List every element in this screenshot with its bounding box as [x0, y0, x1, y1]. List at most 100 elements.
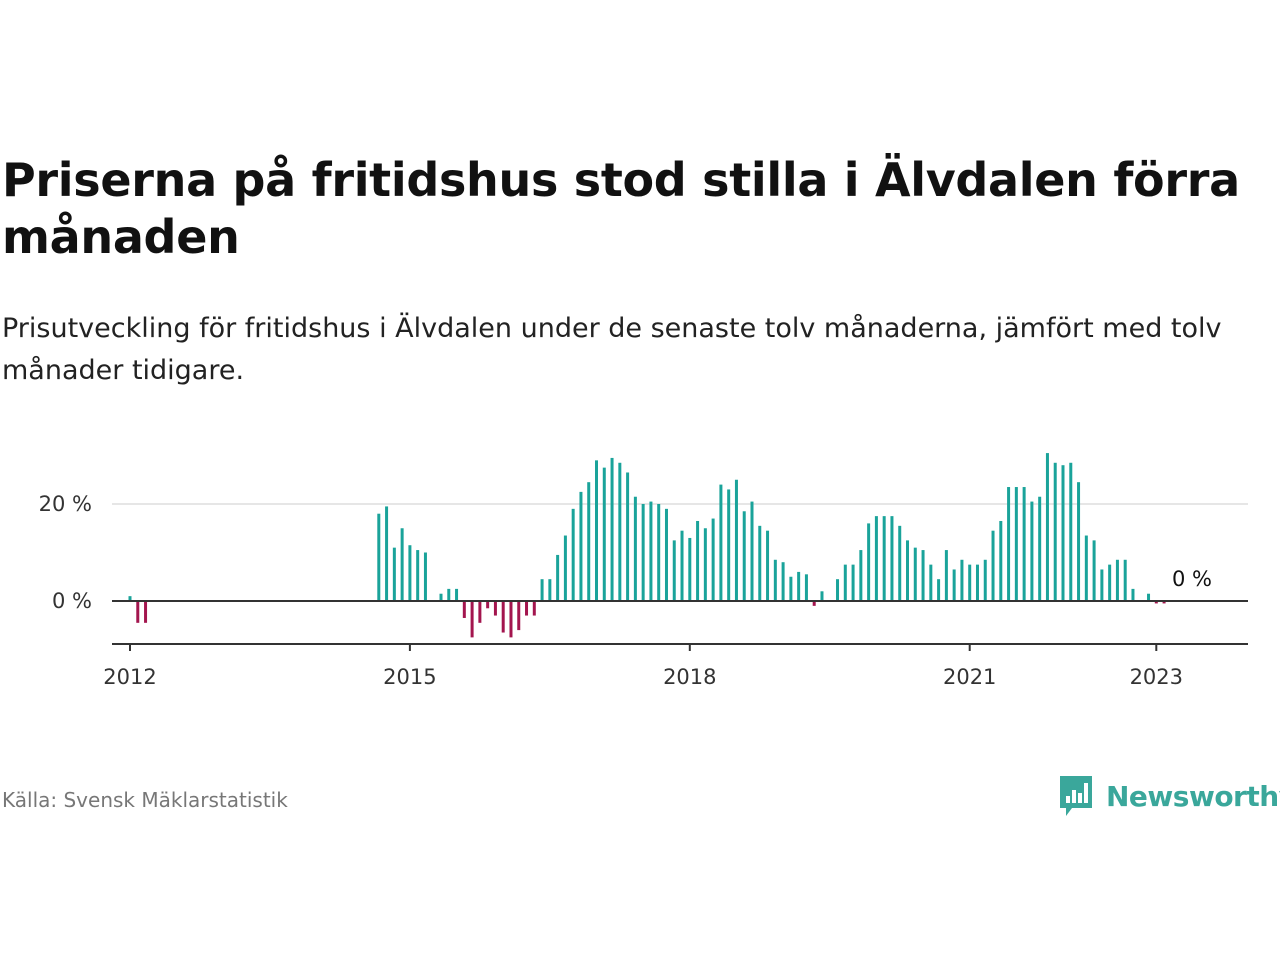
bar-2016-11: [579, 491, 583, 601]
annotations: 0 %: [1172, 567, 1212, 591]
bar-2016-02: [509, 601, 513, 638]
bar-2021-11: [1045, 453, 1049, 601]
bars: [128, 453, 1166, 638]
bar-2015-07: [455, 588, 459, 602]
source-note: Källa: Svensk Mäklarstatistik: [2, 788, 288, 812]
bar-2020-11: [952, 569, 956, 601]
bar-2017-02: [602, 467, 606, 602]
bar-2022-12: [1147, 593, 1151, 601]
bar-2015-08: [462, 601, 466, 618]
bar-2015-01: [408, 545, 412, 601]
bar-2021-07: [1014, 487, 1018, 601]
bar-2017-06: [633, 496, 637, 601]
bar-2018-03: [703, 528, 707, 601]
bar-2021-05: [999, 520, 1003, 601]
bar-2020-03: [890, 516, 894, 602]
bar-2018-09: [750, 501, 754, 601]
bar-2021-01: [968, 564, 972, 602]
brand-name: Newsworthy: [1106, 779, 1280, 813]
bar-2014-09: [377, 513, 381, 601]
bar-2016-07: [548, 579, 552, 601]
bar-2016-06: [540, 579, 544, 601]
bar-2017-12: [680, 530, 684, 601]
bar-2018-02: [696, 520, 700, 601]
bar-2020-09: [937, 579, 941, 601]
bar-2020-01: [874, 516, 878, 602]
bar-2017-08: [649, 501, 653, 601]
grid-lines: 0 % 20 %: [39, 492, 1248, 613]
bar-chart-speech-bubble-icon: [1060, 776, 1092, 816]
bar-2020-07: [921, 550, 925, 601]
bar-2019-09: [843, 564, 847, 602]
bar-2016-12: [587, 482, 591, 601]
bar-2021-03: [983, 559, 987, 601]
bar-2015-06: [447, 588, 451, 602]
bar-2016-09: [563, 535, 567, 601]
bar-2022-09: [1123, 559, 1127, 601]
y-tick-label: 0 %: [52, 589, 92, 613]
bar-2022-03: [1077, 482, 1081, 601]
bar-2019-03: [797, 571, 801, 601]
bar-2019-12: [867, 523, 871, 601]
bar-2015-09: [470, 601, 474, 638]
bar-2019-06: [820, 591, 824, 601]
bar-2015-12: [493, 601, 497, 616]
bar-2015-11: [486, 601, 490, 609]
bar-2020-04: [898, 525, 902, 601]
bar-2017-01: [595, 460, 598, 601]
bar-2020-06: [913, 547, 917, 601]
bar-2021-10: [1038, 496, 1042, 601]
bar-2021-12: [1053, 462, 1057, 601]
x-tick-label: 2012: [103, 665, 156, 689]
bar-2022-05: [1092, 540, 1096, 602]
bar-2018-11: [766, 530, 770, 601]
bar-2019-01: [781, 562, 785, 601]
bar-2020-05: [906, 540, 909, 602]
bar-2019-08: [836, 579, 840, 601]
bar-2017-11: [672, 540, 676, 602]
bar-2022-07: [1108, 564, 1112, 602]
bar-2019-04: [804, 574, 808, 601]
bar-2019-11: [859, 550, 863, 601]
bar-2022-08: [1115, 559, 1119, 601]
bar-2017-10: [664, 508, 668, 601]
bar-2016-05: [532, 601, 536, 616]
bar-2015-05: [439, 593, 443, 601]
newsworthy-brand[interactable]: Newsworthy: [1058, 774, 1280, 818]
bar-2021-08: [1022, 487, 1026, 601]
bar-2019-10: [851, 564, 855, 602]
bar-2017-07: [641, 504, 645, 601]
bar-2014-12: [400, 528, 404, 601]
chart-subtitle: Prisutveckling för fritidshus i Älvdalen…: [2, 313, 1222, 386]
bar-2018-08: [742, 511, 746, 601]
bar-2014-10: [385, 506, 389, 601]
bar-2022-06: [1100, 569, 1104, 601]
bar-2012-01: [128, 596, 132, 601]
chart-title: Priserna på fritidshus stod stilla i Älv…: [2, 153, 1240, 264]
bar-2023-01: [1154, 601, 1158, 604]
bar-2016-04: [525, 601, 529, 616]
bar-2017-03: [610, 457, 614, 601]
bar-2023-02: [1162, 601, 1166, 604]
bar-2020-12: [960, 559, 964, 601]
bar-2017-05: [626, 472, 630, 601]
bar-2017-09: [657, 504, 661, 601]
bar-2021-09: [1030, 501, 1034, 601]
bar-2022-01: [1061, 465, 1065, 601]
bar-2022-04: [1084, 535, 1088, 601]
bar-2016-01: [501, 601, 505, 633]
bar-2014-11: [392, 547, 396, 601]
y-tick-label: 20 %: [39, 492, 92, 516]
bar-2012-02: [136, 601, 140, 623]
x-tick-label: 2018: [663, 665, 716, 689]
bar-2018-10: [758, 525, 762, 601]
bar-chart: 0 % 20 % 2012 2015 2018 2021 2023 0 %: [39, 453, 1248, 689]
bar-2016-03: [517, 601, 521, 631]
latest-value-label: 0 %: [1172, 567, 1212, 591]
bar-2017-04: [618, 462, 622, 601]
bar-2019-02: [789, 576, 793, 601]
bar-2022-10: [1131, 588, 1135, 602]
bar-2015-03: [423, 552, 427, 601]
bar-2022-02: [1069, 462, 1073, 601]
bar-2016-08: [556, 554, 560, 601]
